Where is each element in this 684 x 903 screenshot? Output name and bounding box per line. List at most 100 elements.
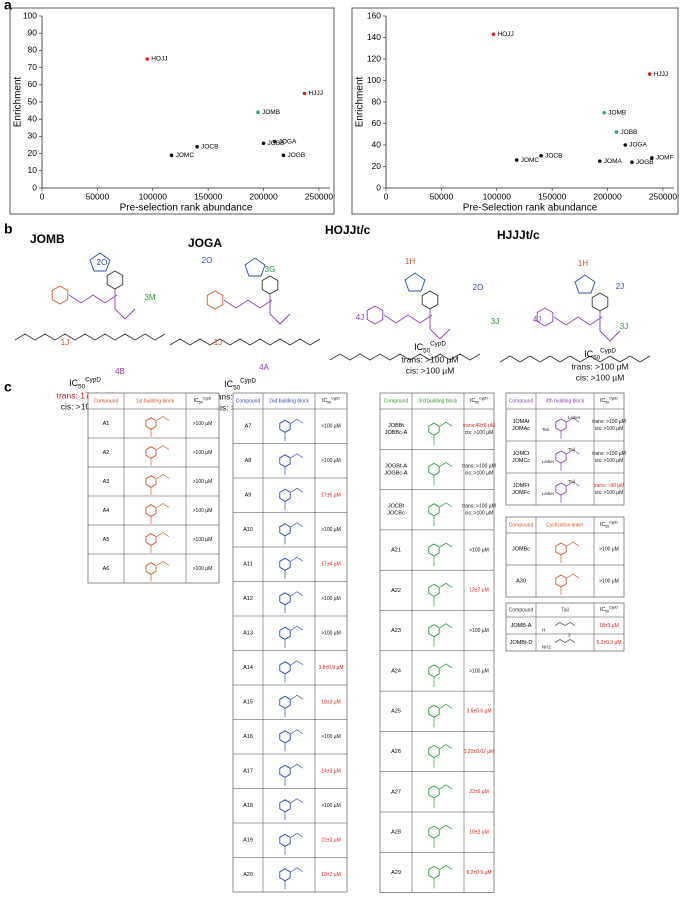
ic50-sub: 50: [327, 400, 331, 404]
ic50-cell: >100 µM: [469, 547, 489, 553]
compound-id: JOCBc: [387, 511, 405, 517]
compound-id: JOGBt-A: [385, 463, 407, 469]
compound-id: JOMBt-D: [510, 640, 533, 646]
data-point: [169, 153, 174, 158]
compound-id: A18: [243, 803, 253, 809]
building-block-label: 4B: [115, 367, 125, 376]
ic50-cell: >100 µM: [599, 578, 619, 584]
block-structure: [428, 664, 440, 678]
ic50-main: IC: [69, 378, 79, 388]
ic50-label: IC50CypD: [224, 377, 256, 391]
ic50-cell: trans: >100 µM: [592, 419, 626, 425]
block-bond: [284, 487, 304, 510]
ic50-cell: 13±7 µM: [469, 588, 489, 594]
block-bond: [150, 474, 170, 495]
block-structure: [428, 543, 440, 557]
y-tick-label: 80: [28, 45, 38, 55]
x-tick-label: 150000: [538, 191, 567, 201]
ic50-cell: cis: >100 µM: [465, 511, 494, 517]
ic50-cell: >100 µM: [193, 537, 213, 543]
ic50-main: IC: [322, 398, 327, 404]
compound-id: A5: [103, 537, 110, 543]
ic50-sub: 50: [475, 400, 479, 404]
data-point: [272, 139, 277, 144]
block-bond: [433, 462, 453, 486]
block-bond: [284, 625, 304, 648]
ic50-cell: 22±3 µM: [321, 838, 341, 844]
ic50-sub: 50: [593, 354, 601, 361]
data-point: [630, 160, 634, 164]
block-bond: [560, 481, 580, 503]
compound-id: JOMB-A: [511, 623, 532, 629]
ic50-main: IC: [470, 398, 475, 404]
ic50-cell: >100 µM: [193, 479, 213, 485]
ic50-value: trans: >100 µM: [571, 361, 628, 371]
data-point: [145, 57, 150, 61]
ic50-main: IC: [224, 379, 234, 389]
block-bond: [554, 622, 576, 626]
ic50-cell: 6.2±0.9 µM: [466, 870, 491, 876]
x-tick-label: 50000: [86, 191, 110, 201]
compound-id: A21: [391, 548, 401, 554]
ic50-sub: 50: [78, 383, 86, 390]
ic50-cell: >100 µM: [469, 668, 489, 674]
x-tick-label: 200000: [593, 191, 622, 201]
ic50-cell: trans: >100 µM: [462, 463, 496, 469]
building-block-label: 2O: [202, 256, 213, 265]
block-bond: [284, 867, 304, 890]
table-frame: [379, 392, 495, 893]
plot-frame: [9, 7, 335, 215]
ic50-sup: CypD: [203, 396, 212, 400]
point-label: JOMB: [608, 109, 626, 116]
point-label: HOJJ: [151, 56, 167, 63]
compound-name: HOJJt/c: [325, 223, 371, 237]
ic50-label: IC50CypD: [600, 520, 618, 528]
compound-id: JOMAc: [512, 426, 530, 432]
data-point: [647, 72, 652, 76]
ic50-sup: CypD: [430, 340, 446, 347]
ic50-sub: 50: [605, 524, 609, 528]
point-label: JOMC: [521, 157, 540, 164]
compound-id: JOMCc: [512, 458, 531, 464]
ic50-sub: 50: [233, 384, 241, 391]
block-text: H: [542, 628, 545, 633]
compound-id: A11: [243, 562, 252, 568]
header: Compound: [236, 398, 261, 404]
block-structure: [428, 825, 440, 839]
block-bond: [284, 729, 304, 752]
x-tick-label: 100000: [139, 191, 168, 201]
point-label: JOGA: [629, 142, 647, 149]
ic50-label: IC50CypD: [600, 396, 618, 404]
ic50-sup: CypD: [331, 396, 340, 400]
point-label: JOGB: [287, 152, 305, 159]
header: Compound: [509, 607, 534, 613]
linker: [223, 294, 291, 325]
data-point: [602, 110, 607, 115]
block-bond: [150, 503, 170, 524]
ic50-cell: 14±3 µM: [321, 769, 341, 775]
ic50-cell: >100 µM: [321, 458, 341, 464]
ic50-cell: >100 µM: [321, 631, 341, 637]
block-structure: [428, 744, 440, 759]
table-frame: [505, 602, 625, 652]
block-bond: [433, 784, 453, 808]
compound-id: A22: [391, 588, 401, 594]
y-tick-label: 100: [23, 10, 37, 20]
ic50-cell: 17±6 µM: [321, 493, 341, 499]
block-bond: [554, 639, 576, 643]
ic50-label: IC50CypD: [600, 605, 618, 613]
compound-id: A26: [391, 749, 401, 755]
y-tick-label: 30: [28, 131, 38, 141]
data-point: [623, 143, 628, 147]
y-tick-label: 100: [367, 75, 381, 85]
building-block-label: 2J: [616, 282, 624, 291]
x-tick-label: 250000: [305, 191, 334, 201]
building-block-label: 3J: [620, 322, 628, 331]
block-bond: [284, 591, 304, 614]
compound-id: A17: [243, 769, 253, 775]
ic50-sup: CypD: [600, 347, 616, 354]
block-structure: [145, 562, 157, 575]
ic50-cell: >100 µM: [321, 527, 341, 533]
ring: [51, 285, 69, 305]
